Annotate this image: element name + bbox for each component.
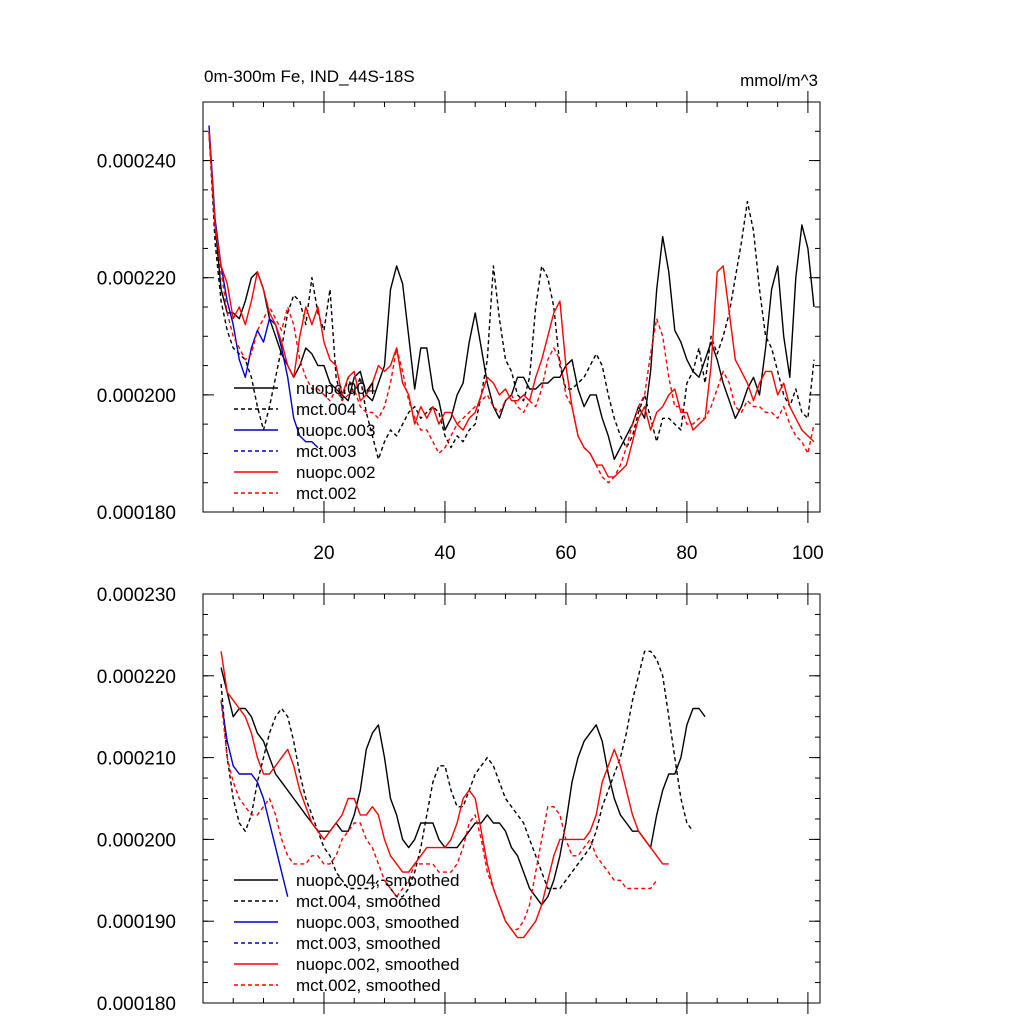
bottom-y-tick-label: 0.000230 (97, 585, 176, 606)
top-y-tick-label: 0.000240 (97, 152, 176, 173)
legend-label: nuopc.004, smoothed (296, 871, 460, 890)
top-x-tick-label: 80 (676, 543, 697, 564)
top-y-tick-label: 0.000200 (97, 386, 176, 407)
bottom-y-tick-label: 0.000190 (97, 912, 176, 933)
legend-label: mct.003 (296, 442, 356, 461)
top-x-tick-label: 100 (792, 543, 824, 564)
bottom-y-tick-label: 0.000200 (97, 830, 176, 851)
series-line-mct-002-smoothed (220, 700, 658, 931)
top-x-tick-label: 40 (434, 543, 455, 564)
series-line-nuopc-003-smoothed (220, 700, 289, 897)
top-x-tick-label: 60 (555, 543, 576, 564)
series-line-mct-002 (208, 131, 815, 484)
series-line-nuopc-003 (208, 125, 319, 449)
series-line-mct-004-smoothed (220, 650, 694, 898)
legend-label: mct.002 (296, 484, 356, 503)
legend-label: mct.004, smoothed (296, 892, 441, 911)
top-panel-units: mmol/m^3 (740, 71, 818, 90)
legend-label: mct.002, smoothed (296, 976, 441, 995)
top-x-tick-label: 20 (313, 543, 334, 564)
top-panel: 0m-300m Fe, IND_44S-18S mmol/m^3 20 40 60 8… (97, 67, 824, 564)
legend-label: mct.004 (296, 400, 356, 419)
bottom-y-tick-label: 0.000220 (97, 667, 176, 688)
series-line-nuopc-002 (208, 131, 815, 478)
legend-label: nuopc.003, smoothed (296, 913, 460, 932)
bottom-y-tick-label: 0.000180 (97, 994, 176, 1015)
legend-label: nuopc.003 (296, 421, 375, 440)
legend-label: mct.003, smoothed (296, 934, 441, 953)
legend-label: nuopc.002, smoothed (296, 955, 460, 974)
bottom-y-tick-label: 0.000210 (97, 749, 176, 770)
top-y-tick-label: 0.000220 (97, 269, 176, 290)
legend-label: nuopc.004 (296, 379, 375, 398)
bottom-panel: 0.000180 0.000190 0.000200 0.000210 0.000220… (97, 583, 821, 1015)
legend-label: nuopc.002 (296, 463, 375, 482)
top-panel-title: 0m-300m Fe, IND_44S-18S (204, 67, 415, 86)
series-line-nuopc-002-smoothed (220, 651, 669, 939)
top-y-tick-label: 0.000180 (97, 503, 176, 524)
series-line-nuopc-004-smoothed (220, 667, 706, 906)
